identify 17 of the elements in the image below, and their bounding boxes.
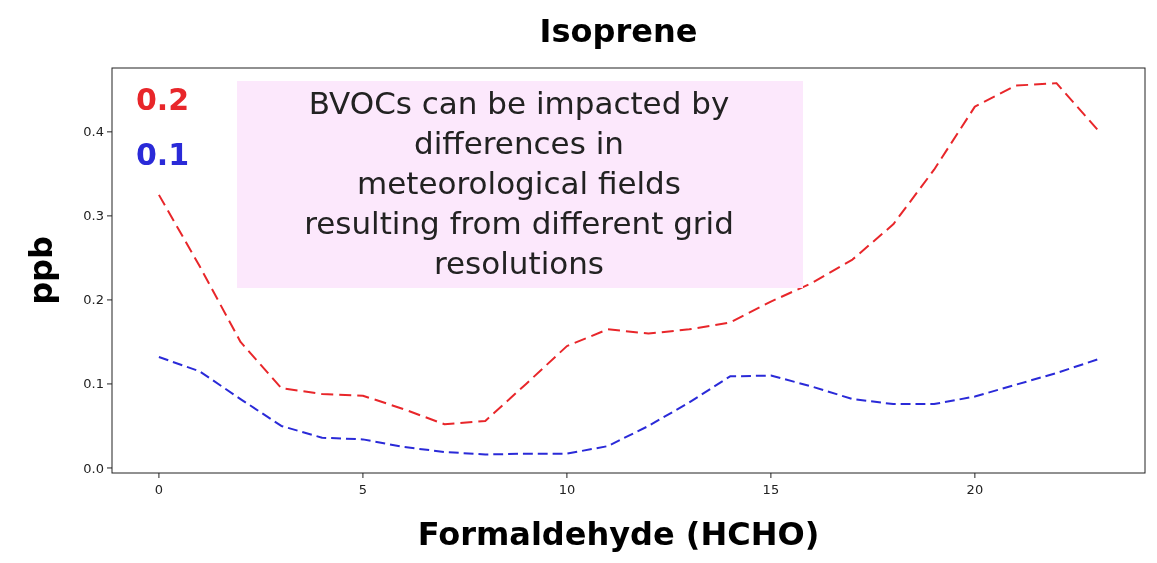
x-tick-label: 20: [966, 482, 984, 497]
y-tick-label: 0.1: [83, 376, 104, 392]
text: 0.2: [136, 82, 190, 117]
x-axis-title: Formaldehyde (HCHO): [417, 515, 820, 553]
x-tick-label: 15: [762, 482, 780, 497]
annotation: BVOCs can be impacted by differences in meteorological fields resulting from different grid resolutions: [304, 85, 734, 281]
x-tick-label: 0: [154, 482, 164, 497]
y-tick-label: 0.3: [83, 208, 104, 224]
y-tick-label: 0.4: [83, 124, 104, 140]
y-axis-title: ppb: [22, 236, 60, 305]
y-tick-label: 0.0: [83, 460, 104, 476]
y-tick-label: 0.2: [83, 292, 104, 308]
line-series: [157, 356, 1099, 456]
text: 0.1: [136, 137, 190, 172]
chart-title: Isoprene: [539, 12, 698, 50]
x-tick-label: 10: [558, 482, 576, 497]
x-tick-label: 5: [358, 482, 368, 497]
